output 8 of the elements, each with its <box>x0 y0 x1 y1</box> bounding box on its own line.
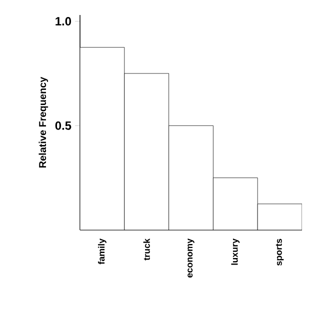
x-tick-label: family <box>98 238 106 264</box>
y-tick-label: 0.5 <box>55 121 72 130</box>
x-tick-label: sports <box>276 238 284 266</box>
y-tick-label: 1.0 <box>56 17 72 26</box>
x-tick-label: economy <box>188 238 194 278</box>
y-axis-title: Relative Frequency <box>38 76 48 168</box>
x-tick-label: luxury <box>231 238 240 265</box>
x-tick-label: truck <box>143 238 150 260</box>
